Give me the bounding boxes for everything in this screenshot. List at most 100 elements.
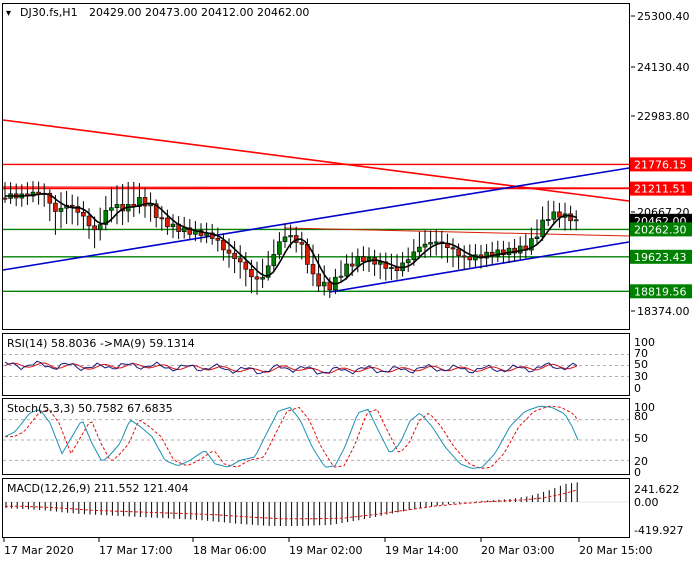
bearish-candle: [243, 261, 249, 270]
time-label: 18 Mar 06:00: [193, 544, 266, 557]
bullish-candle: [321, 281, 327, 287]
price-level-tag: [630, 181, 692, 196]
price-level-label: 19623.43: [634, 251, 687, 264]
main-pane[interactable]: [2, 3, 630, 330]
rsi-tick: 50: [634, 358, 648, 371]
bearish-candle: [467, 256, 473, 261]
bullish-candle: [389, 267, 394, 269]
bullish-candle: [545, 219, 551, 221]
bullish-candle: [484, 251, 489, 259]
bearish-candle: [69, 204, 75, 207]
bearish-candle: [237, 258, 243, 263]
stoch-tick: 80: [634, 410, 648, 423]
bullish-candle: [181, 227, 187, 232]
price-level-tag: [630, 249, 692, 264]
stoch-main-line: [4, 405, 579, 469]
bullish-candle: [265, 265, 271, 278]
price-level-label: 21211.51: [634, 183, 687, 196]
bearish-candle: [456, 248, 461, 257]
rsi-tick: 30: [634, 370, 648, 383]
rsi-line: [4, 360, 578, 375]
bearish-candle: [81, 212, 86, 217]
bullish-candle: [282, 236, 288, 242]
ohlc-readout: 20429.00 20473.00 20412.00 20462.00: [89, 6, 309, 19]
bearish-candle: [310, 264, 316, 275]
price-tick: 25300.40: [637, 10, 690, 23]
time-label: 19 Mar 02:00: [289, 544, 362, 557]
bullish-candle: [417, 246, 422, 253]
bullish-candle: [534, 236, 540, 239]
bearish-candle: [232, 252, 237, 259]
stoch-tick: 20: [634, 455, 648, 468]
bullish-candle: [103, 210, 109, 225]
bearish-candle: [254, 276, 260, 280]
price-tick: 24130.40: [637, 61, 690, 74]
bearish-candle: [557, 211, 562, 218]
time-axis: 17 Mar 2020 17 Mar 17:00 18 Mar 06:00 19…: [3, 538, 652, 557]
macd-axis: 241.622 0.00 -419.927: [634, 483, 683, 537]
stoch-signal-line: [5, 405, 579, 469]
bearish-candle: [226, 249, 232, 254]
macd-tick: 0.00: [634, 496, 659, 509]
price-tick: 22983.80: [637, 110, 690, 123]
symbol-label: DJ30.fs,H1: [20, 6, 78, 19]
price-level-label: 20262.30: [634, 223, 687, 236]
bullish-candle: [540, 219, 545, 238]
bullish-candle: [288, 235, 293, 238]
channel-upper-line: [2, 167, 630, 271]
macd-tick: -419.927: [634, 524, 683, 537]
bullish-candle: [344, 263, 349, 277]
rsi-tick: 100: [634, 336, 655, 349]
bearish-candle: [86, 215, 92, 227]
bearish-candle: [361, 256, 366, 262]
bearish-candle: [249, 268, 254, 278]
stoch-tick: 0: [634, 466, 641, 479]
rsi-axis: 100 70 50 30 0: [634, 336, 655, 395]
bearish-candle: [299, 242, 305, 245]
price-level-label: 18819.56: [634, 285, 687, 298]
bullish-candle: [529, 238, 534, 251]
bearish-candle: [47, 192, 53, 204]
bullish-candle: [573, 219, 579, 222]
stoch-tick: 100: [634, 401, 655, 414]
short-resistance-line: [284, 227, 630, 237]
channel-lower-line: [329, 241, 630, 293]
bearish-candle: [316, 273, 321, 287]
rsi-label: RSI(14) 58.8036 ->MA(9) 59.1314: [7, 337, 195, 350]
time-label: 19 Mar 14:00: [385, 544, 458, 557]
macd-label: MACD(12,26,9) 211.552 121.404: [7, 482, 189, 495]
bearish-candle: [349, 263, 355, 267]
price-level-label: 21776.15: [634, 158, 687, 171]
bullish-candle: [551, 211, 557, 220]
rsi-tick: 70: [634, 347, 648, 360]
time-label: 20 Mar 15:00: [579, 544, 652, 557]
bearish-candle: [53, 202, 58, 212]
bullish-candle: [517, 245, 523, 254]
bearish-candle: [153, 203, 159, 218]
price-tick: 18374.00: [637, 305, 690, 318]
upper-resistance-line: [2, 186, 630, 189]
bearish-candle: [450, 247, 456, 250]
bearish-candle: [209, 232, 215, 239]
bearish-candle: [221, 240, 226, 251]
bullish-candle: [506, 247, 512, 255]
stoch-label: Stoch(5,3,3) 50.7582 67.6835: [7, 402, 173, 415]
time-label: 20 Mar 03:00: [481, 544, 554, 557]
price-level-tag: [630, 284, 692, 299]
chart-header-icon: ▾: [6, 8, 11, 19]
bullish-candle: [338, 275, 344, 278]
bullish-candle: [260, 277, 265, 280]
bullish-candle: [495, 249, 501, 257]
bullish-candle: [97, 224, 103, 231]
bullish-candle: [355, 256, 361, 267]
bullish-candle: [271, 254, 277, 267]
rsi-tick: 0: [634, 382, 641, 395]
bearish-candle: [142, 197, 148, 207]
bearish-candle: [75, 206, 81, 213]
bearish-candle: [159, 217, 165, 220]
price-level-tag: [630, 157, 692, 172]
bearish-candle: [461, 255, 467, 258]
bearish-candle: [215, 238, 221, 241]
